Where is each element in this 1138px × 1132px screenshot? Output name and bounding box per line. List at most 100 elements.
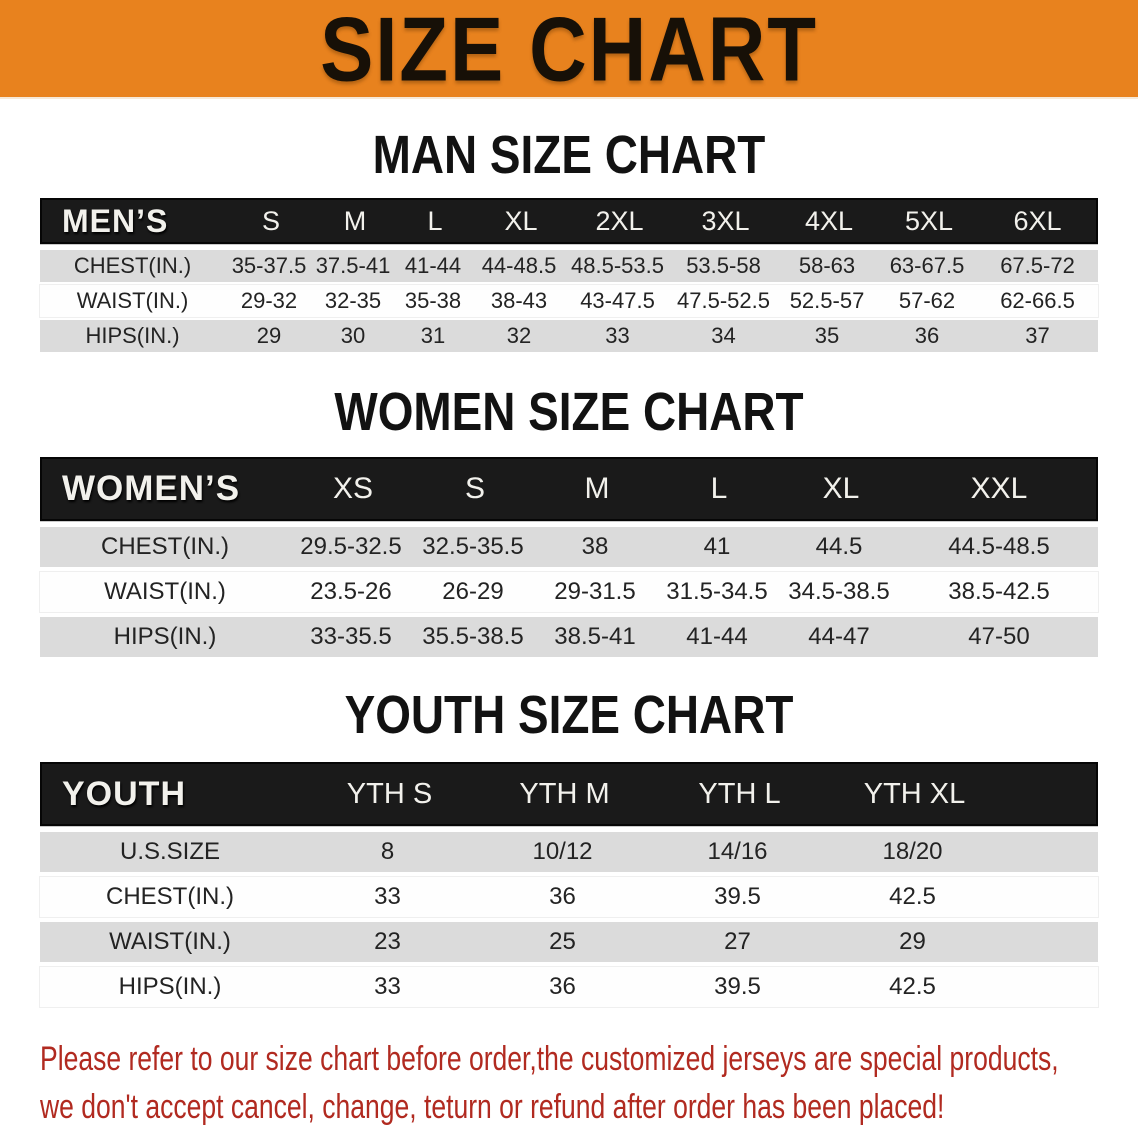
measurement-value: 36	[914, 323, 940, 348]
size-column-header: 5XL	[904, 205, 954, 236]
measurement-row-label: CHEST(IN.)	[73, 253, 192, 278]
measurement-value: 33	[605, 323, 630, 348]
youth-size-section: YOUTH SIZE CHART YOUTH YTH S YTH M YTH L YTH…	[0, 687, 1138, 1007]
measurement-value: 44-48.5	[481, 253, 557, 278]
measurement-value: 31.5-34.5	[666, 578, 768, 605]
notice-line-2: we don't accept cancel, change, teturn o…	[40, 1088, 945, 1126]
size-column-header: 4XL	[804, 205, 854, 236]
measurement-row-label: WAIST(IN.)	[104, 578, 226, 605]
measurement-value: 67.5-72	[1000, 253, 1075, 278]
measurement-value: 27	[724, 928, 751, 955]
order-notice: Please refer to our size chart before or…	[40, 1035, 1138, 1131]
measurement-value: 63-67.5	[889, 253, 965, 278]
banner-title: SIZE CHART	[320, 0, 818, 100]
table-row: U.S.SIZE 8 10/12 14/16 18/20	[40, 832, 1098, 872]
table-corner-label: WOMEN’S	[62, 469, 241, 508]
table-row: HIPS(IN.) 29 30 31 32 33 34 35 36 37	[40, 320, 1098, 352]
measurement-value: 53.5-58	[686, 253, 761, 278]
measurement-value: 18/20	[882, 838, 943, 865]
measurement-value: 37	[1025, 323, 1050, 348]
measurement-value: 34	[711, 323, 736, 348]
measurement-value: 25	[549, 928, 576, 955]
measurement-value: 42.5	[889, 973, 936, 1000]
size-column-header: S	[261, 205, 280, 236]
measurement-value: 62-66.5	[1000, 288, 1075, 313]
size-column-header: 2XL	[595, 205, 644, 236]
measurement-value: 35.5-38.5	[422, 623, 524, 650]
man-section-heading: MAN SIZE CHART	[372, 125, 766, 185]
measurement-value: 52.5-57	[789, 288, 865, 313]
measurement-value: 8	[380, 838, 395, 865]
measurement-row-label: HIPS(IN.)	[113, 623, 217, 650]
measurement-row-label: WAIST(IN.)	[76, 288, 189, 313]
measurement-row-label: HIPS(IN.)	[85, 323, 180, 348]
size-column-header: YTH S	[346, 777, 433, 810]
table-corner-label: YOUTH	[62, 774, 186, 813]
man-size-table: MEN’S S M L XL 2XL 3XL 4XL 5XL 6XL CHEST(IN.) 35-37…	[40, 198, 1098, 352]
measurement-value: 29-32	[240, 288, 298, 313]
women-section-heading: WOMEN SIZE CHART	[334, 382, 804, 442]
measurement-value: 57-62	[898, 288, 956, 313]
table-header-row: MEN’S S M L XL 2XL 3XL 4XL 5XL 6XL	[40, 198, 1098, 244]
measurement-value: 48.5-53.5	[571, 253, 664, 278]
measurement-value: 10/12	[532, 838, 593, 865]
measurement-value: 30	[340, 323, 366, 348]
table-row: WAIST(IN.) 29-32 32-35 35-38 38-43 43-47.5 47.…	[40, 285, 1098, 317]
size-column-header: XXL	[970, 472, 1028, 505]
measurement-value: 23	[374, 928, 401, 955]
measurement-row-label: CHEST(IN.)	[106, 883, 234, 910]
size-column-header: 3XL	[701, 205, 750, 236]
table-row: CHEST(IN.) 35-37.5 37.5-41 41-44 44-48.5 48.5…	[40, 250, 1098, 282]
measurement-value: 58-63	[798, 253, 856, 278]
measurement-value: 31	[420, 323, 446, 348]
measurement-value: 44.5-48.5	[948, 533, 1050, 560]
table-row: CHEST(IN.) 29.5-32.5 32.5-35.5 38 41 44.5 44.5…	[40, 527, 1098, 567]
measurement-value: 39.5	[714, 883, 761, 910]
size-column-header: XS	[332, 472, 374, 505]
measurement-value: 14/16	[707, 838, 768, 865]
measurement-value: 42.5	[889, 883, 936, 910]
table-row: HIPS(IN.) 33-35.5 35.5-38.5 38.5-41 41-44 44-…	[40, 617, 1098, 657]
size-column-header: XL	[504, 205, 538, 236]
measurement-value: 41-44	[404, 253, 462, 278]
measurement-value: 47-50	[968, 623, 1030, 650]
measurement-value: 41-44	[686, 623, 748, 650]
table-row: HIPS(IN.) 33 36 39.5 42.5	[40, 967, 1098, 1007]
size-column-header: YTH L	[698, 777, 781, 810]
measurement-value: 33-35.5	[310, 623, 392, 650]
size-column-header: L	[710, 472, 728, 505]
measurement-value: 35	[814, 323, 840, 348]
measurement-value: 33	[374, 883, 401, 910]
table-corner-label: MEN’S	[62, 202, 169, 239]
size-column-header: S	[464, 472, 485, 505]
measurement-value: 47.5-52.5	[677, 288, 770, 313]
youth-section-heading: YOUTH SIZE CHART	[344, 685, 794, 745]
measurement-value: 38.5-41	[554, 623, 636, 650]
measurement-value: 29	[899, 928, 926, 955]
measurement-value: 44-47	[808, 623, 870, 650]
measurement-value: 29	[256, 323, 282, 348]
measurement-value: 37.5-41	[315, 253, 391, 278]
measurement-value: 32	[506, 323, 532, 348]
measurement-value: 34.5-38.5	[788, 578, 890, 605]
measurement-row-label: WAIST(IN.)	[109, 928, 231, 955]
youth-size-table: YOUTH YTH S YTH M YTH L YTH XL U.S.SIZE 8 10/12…	[40, 762, 1098, 1007]
table-row: WAIST(IN.) 23 25 27 29	[40, 922, 1098, 962]
size-column-header: XL	[822, 472, 860, 505]
size-column-header: YTH M	[519, 777, 610, 810]
measurement-value: 36	[549, 883, 576, 910]
measurement-value: 32-35	[324, 288, 382, 313]
banner: SIZE CHART	[0, 0, 1138, 99]
women-size-table: WOMEN’S XS S M L XL XXL CHEST(IN.) 29.5-32.5 32.5…	[40, 457, 1098, 657]
measurement-value: 29.5-32.5	[300, 533, 402, 560]
measurement-value: 43-47.5	[580, 288, 655, 313]
measurement-value: 38.5-42.5	[948, 578, 1050, 605]
measurement-value: 23.5-26	[310, 578, 392, 605]
size-column-header: M	[584, 472, 610, 505]
size-column-header: 6XL	[1013, 205, 1062, 236]
measurement-value: 29-31.5	[554, 578, 636, 605]
measurement-value: 41	[703, 533, 731, 560]
size-column-header: M	[343, 205, 367, 236]
measurement-value: 26-29	[442, 578, 504, 605]
